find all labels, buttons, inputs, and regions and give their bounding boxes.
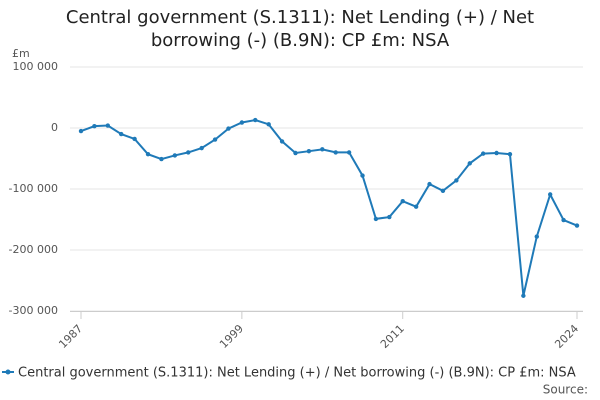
x-tick-label: 1999 [217, 322, 246, 351]
data-point [159, 156, 164, 162]
data-point [145, 152, 151, 157]
y-tick-label: -300 000 [9, 304, 58, 317]
y-axis-label: £m [12, 47, 30, 60]
x-tick-label: 2024 [552, 322, 581, 351]
data-point [239, 120, 245, 125]
data-point [78, 128, 84, 134]
data-point [360, 173, 365, 178]
data-point [320, 147, 325, 152]
data-point [467, 161, 472, 166]
data-point [521, 293, 526, 298]
data-point [534, 234, 539, 239]
data-point [561, 217, 566, 223]
data-point [373, 216, 379, 222]
y-tick-label: -100 000 [9, 182, 58, 195]
data-point [413, 204, 419, 209]
data-point [186, 150, 191, 155]
data-point [132, 136, 137, 142]
source: Source: [543, 383, 588, 397]
data-point [507, 152, 513, 157]
data-point [480, 151, 486, 156]
data-point [454, 178, 459, 183]
chart-title: Central government (S.1311): Net Lending… [65, 7, 535, 51]
y-tick-label: -200 000 [9, 243, 58, 256]
data-point [387, 214, 392, 220]
data-point [279, 139, 285, 144]
data-point [253, 117, 258, 123]
data-point [547, 192, 553, 197]
data-point [119, 131, 124, 137]
data-point [226, 126, 231, 131]
data-point [306, 148, 312, 154]
data-point [346, 150, 352, 155]
data-point [574, 223, 580, 228]
legend-label: Central government (S.1311): Net Lending… [18, 366, 576, 381]
data-point [105, 123, 111, 128]
series-line [80, 119, 578, 296]
data-point [199, 145, 204, 151]
data-point [400, 199, 405, 204]
data-point [212, 137, 218, 142]
data-point [333, 150, 338, 155]
data-point [293, 150, 298, 156]
data-point [266, 122, 271, 127]
data-point [494, 150, 499, 156]
x-tick-label: 1987 [56, 322, 85, 351]
x-tick-label: 2011 [378, 322, 407, 351]
data-point [172, 153, 178, 158]
legend-marker [5, 369, 11, 375]
data-point [92, 123, 97, 129]
y-tick-label: 0 [51, 121, 58, 134]
data-point [427, 181, 432, 187]
data-point [440, 188, 446, 194]
y-tick-label: 100 000 [13, 60, 59, 73]
